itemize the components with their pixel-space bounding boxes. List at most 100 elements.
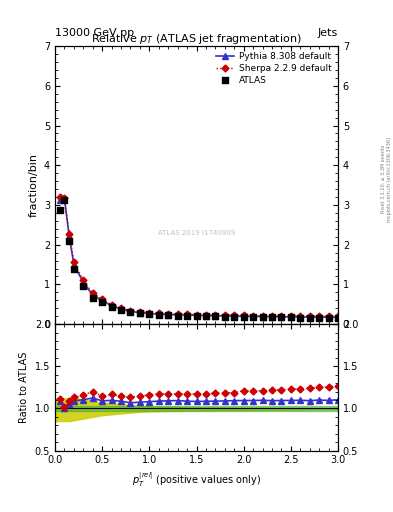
- Sherpa 2.2.9 default: [90, 290, 95, 296]
- Text: ATLAS 2019 I1740909: ATLAS 2019 I1740909: [158, 230, 235, 236]
- Pythia 8.308 default: [175, 312, 180, 318]
- ATLAS: [146, 310, 152, 318]
- Sherpa 2.2.9 default: [185, 311, 189, 317]
- ATLAS: [184, 312, 190, 320]
- Pythia 8.308 default: [100, 297, 105, 304]
- Pythia 8.308 default: [90, 292, 95, 298]
- Sherpa 2.2.9 default: [147, 310, 152, 316]
- ATLAS: [325, 314, 332, 322]
- ATLAS: [250, 313, 256, 321]
- Pythia 8.308 default: [260, 313, 265, 319]
- Pythia 8.308 default: [156, 311, 161, 317]
- Pythia 8.308 default: [81, 280, 86, 286]
- Sherpa 2.2.9 default: [175, 311, 180, 317]
- Pythia 8.308 default: [67, 233, 72, 239]
- Sherpa 2.2.9 default: [213, 312, 218, 318]
- Pythia 8.308 default: [326, 314, 331, 321]
- ATLAS: [127, 308, 134, 316]
- Sherpa 2.2.9 default: [128, 308, 133, 314]
- Title: Relative $p_{T}$ (ATLAS jet fragmentation): Relative $p_{T}$ (ATLAS jet fragmentatio…: [91, 32, 302, 46]
- ATLAS: [288, 313, 294, 322]
- Pythia 8.308 default: [307, 314, 312, 320]
- Sherpa 2.2.9 default: [57, 194, 62, 200]
- ATLAS: [66, 237, 72, 245]
- Pythia 8.308 default: [119, 306, 123, 312]
- Sherpa 2.2.9 default: [260, 313, 265, 319]
- Line: Pythia 8.308 default: Pythia 8.308 default: [57, 196, 341, 320]
- Sherpa 2.2.9 default: [336, 313, 340, 319]
- ATLAS: [71, 265, 77, 273]
- Pythia 8.308 default: [279, 314, 284, 320]
- ATLAS: [316, 314, 322, 322]
- Legend: Pythia 8.308 default, Sherpa 2.2.9 default, ATLAS: Pythia 8.308 default, Sherpa 2.2.9 defau…: [213, 49, 335, 89]
- Pythia 8.308 default: [57, 197, 62, 203]
- Pythia 8.308 default: [204, 312, 208, 318]
- Pythia 8.308 default: [109, 303, 114, 309]
- Sherpa 2.2.9 default: [62, 195, 67, 201]
- ATLAS: [259, 313, 266, 322]
- Y-axis label: Ratio to ATLAS: Ratio to ATLAS: [19, 352, 29, 423]
- Pythia 8.308 default: [270, 313, 274, 319]
- ATLAS: [137, 309, 143, 317]
- ATLAS: [231, 313, 237, 321]
- Pythia 8.308 default: [317, 314, 321, 320]
- Sherpa 2.2.9 default: [119, 305, 123, 311]
- Pythia 8.308 default: [147, 310, 152, 316]
- Sherpa 2.2.9 default: [317, 313, 321, 319]
- ATLAS: [61, 196, 68, 204]
- Pythia 8.308 default: [222, 313, 227, 319]
- Sherpa 2.2.9 default: [204, 312, 208, 318]
- Sherpa 2.2.9 default: [156, 310, 161, 316]
- ATLAS: [108, 304, 115, 312]
- Pythia 8.308 default: [72, 262, 76, 268]
- Sherpa 2.2.9 default: [72, 259, 76, 265]
- Text: 13000 GeV pp: 13000 GeV pp: [55, 28, 134, 38]
- Sherpa 2.2.9 default: [307, 313, 312, 319]
- ATLAS: [212, 312, 219, 321]
- Text: Jets: Jets: [318, 28, 338, 38]
- ATLAS: [241, 313, 247, 321]
- Pythia 8.308 default: [288, 314, 293, 320]
- Pythia 8.308 default: [138, 310, 142, 316]
- Sherpa 2.2.9 default: [241, 312, 246, 318]
- Sherpa 2.2.9 default: [279, 313, 284, 319]
- Sherpa 2.2.9 default: [270, 313, 274, 319]
- Sherpa 2.2.9 default: [109, 302, 114, 308]
- Pythia 8.308 default: [241, 313, 246, 319]
- ATLAS: [203, 312, 209, 321]
- Sherpa 2.2.9 default: [298, 313, 303, 319]
- Sherpa 2.2.9 default: [251, 312, 255, 318]
- ATLAS: [99, 298, 105, 306]
- Sherpa 2.2.9 default: [232, 312, 237, 318]
- ATLAS: [57, 206, 63, 214]
- Pythia 8.308 default: [128, 308, 133, 314]
- Sherpa 2.2.9 default: [166, 311, 171, 317]
- Line: Sherpa 2.2.9 default: Sherpa 2.2.9 default: [57, 195, 340, 319]
- Sherpa 2.2.9 default: [81, 278, 86, 284]
- Sherpa 2.2.9 default: [326, 313, 331, 319]
- ATLAS: [297, 313, 303, 322]
- ATLAS: [165, 311, 171, 319]
- Text: mcplots.cern.ch [arXiv:1306.3436]: mcplots.cern.ch [arXiv:1306.3436]: [387, 137, 391, 222]
- ATLAS: [307, 313, 313, 322]
- Sherpa 2.2.9 default: [100, 296, 105, 302]
- Sherpa 2.2.9 default: [222, 312, 227, 318]
- ATLAS: [193, 312, 200, 320]
- Y-axis label: fraction/bin: fraction/bin: [28, 153, 39, 217]
- ATLAS: [90, 294, 96, 303]
- ATLAS: [222, 312, 228, 321]
- Pythia 8.308 default: [185, 312, 189, 318]
- Bar: [55, 406, 338, 411]
- X-axis label: $p_{T}^{|rel|}$ (positive values only): $p_{T}^{|rel|}$ (positive values only): [132, 471, 261, 489]
- Text: Rivet 3.1.10, ≥ 3.3M events: Rivet 3.1.10, ≥ 3.3M events: [381, 145, 386, 214]
- Pythia 8.308 default: [298, 314, 303, 320]
- Sherpa 2.2.9 default: [194, 312, 199, 318]
- Pythia 8.308 default: [336, 314, 340, 321]
- ATLAS: [80, 282, 86, 290]
- Sherpa 2.2.9 default: [288, 313, 293, 319]
- ATLAS: [118, 306, 124, 314]
- Pythia 8.308 default: [62, 196, 67, 202]
- ATLAS: [156, 311, 162, 319]
- ATLAS: [278, 313, 285, 322]
- ATLAS: [335, 314, 341, 322]
